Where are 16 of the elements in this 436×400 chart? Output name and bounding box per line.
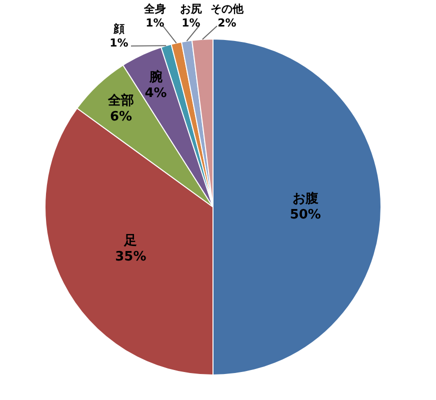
- slice-label: 全身: [143, 2, 166, 16]
- slice-label: 顔: [112, 22, 124, 36]
- data-label: 1%: [110, 36, 128, 50]
- data-label: 1%: [182, 16, 200, 30]
- slice-label: 足: [123, 233, 138, 248]
- data-label: 35%: [115, 249, 146, 264]
- slice-label: その他: [210, 2, 244, 16]
- data-label: 2%: [218, 16, 236, 30]
- data-label: 6%: [110, 110, 132, 125]
- data-label: 50%: [290, 208, 321, 222]
- slice-label: お尻: [180, 2, 202, 16]
- slice-label: お腹: [292, 192, 318, 206]
- slice-label: 全部: [106, 92, 134, 109]
- slice-label: 腕: [148, 68, 164, 85]
- data-label: 1%: [146, 16, 164, 30]
- data-label: 4%: [144, 86, 167, 101]
